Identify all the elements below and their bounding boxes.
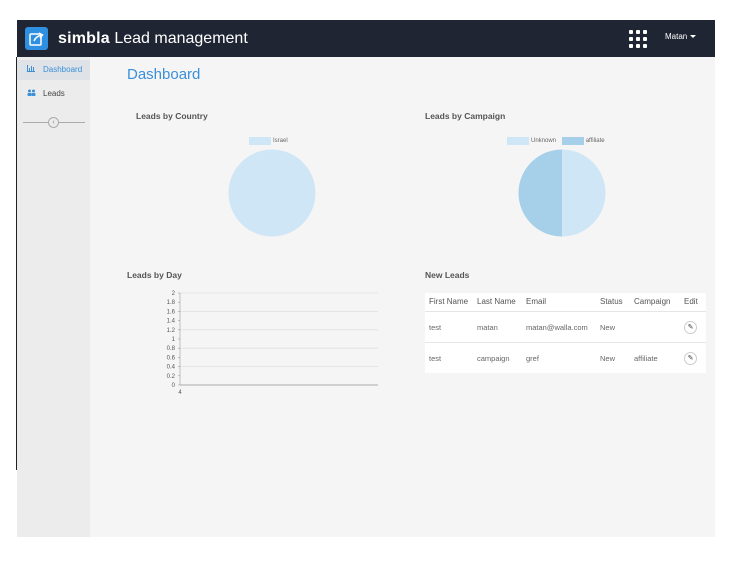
table-row[interactable]: test matan matan@walla.com New ✎ [425,310,706,343]
legend-swatch [507,137,529,145]
y-tick-label: 0.8 [167,346,176,352]
cell-status: New [596,310,630,343]
sidebar-item-label: Leads [43,89,65,98]
cell-last-name: matan [473,310,522,343]
chart-legend: Israel [249,137,288,145]
table-header-row: First Name Last Name Email Status Campai… [425,293,706,312]
main-content: Dashboard Leads by Country Israel Leads … [90,57,715,537]
column-header: Last Name [477,297,516,306]
sidebar-item-label: Dashboard [43,65,83,74]
cell-email: gref [522,342,596,373]
table-row[interactable]: test campaign gref New affiliate ✎ [425,342,706,373]
y-tick-label: 1 [172,337,176,343]
pie-chart-country [228,149,316,237]
line-chart-day: 2 1.8 1.6 1.4 1.2 1 0.8 0.6 0.4 0.2 04 [167,291,378,396]
pie-slice-israel[interactable] [228,149,316,237]
chart-legend: Unknown affiliate [507,137,605,145]
cell-status: New [596,342,630,373]
section-title-day: Leads by Day [127,270,182,280]
column-header: Status [600,297,623,306]
section-title-campaign: Leads by Campaign [425,111,506,121]
cell-first-name: test [425,310,473,343]
bar-chart-icon [27,60,35,80]
cell-edit: ✎ [680,342,706,373]
edit-pencil-icon[interactable]: ✎ [684,351,697,365]
column-header: Campaign [634,297,671,306]
sidebar-border [16,57,17,470]
app-name: Lead management [114,30,248,47]
users-icon [27,84,36,104]
y-tick-label: 0.6 [167,355,176,361]
y-tick-label: 1.6 [167,309,176,315]
cell-campaign: affiliate [630,342,680,373]
column-header: First Name [429,297,469,306]
cell-campaign [630,310,680,343]
new-leads-table: First Name Last Name Email Status Campai… [425,293,706,373]
pie-chart-campaign [518,149,606,237]
user-menu[interactable]: Matan [665,32,697,41]
legend-label: Israel [273,138,288,144]
y-tick-label: 0 [172,383,176,389]
apps-grid-icon[interactable] [629,30,647,48]
page-title: Dashboard [127,66,201,83]
top-navbar: simbla Lead management Matan [17,20,715,57]
cell-first-name: test [425,342,473,373]
cell-last-name: campaign [473,342,522,373]
pie-slice-unknown[interactable] [562,149,606,237]
sidebar-item-leads[interactable]: Leads [17,84,90,104]
y-tick-label: 2 [172,291,176,297]
y-tick-label: 0.2 [167,374,176,380]
section-title-new-leads: New Leads [425,270,470,280]
user-name: Matan [665,32,688,41]
legend-label: affiliate [585,138,605,144]
cell-edit: ✎ [680,310,706,343]
legend-label: Unknown [531,138,557,144]
y-tick-label: 0.4 [167,365,176,371]
column-header: Email [526,297,547,306]
legend-swatch [561,137,584,145]
y-tick-label: 1.4 [167,319,176,325]
sidebar: Dashboard Leads ‹ [17,57,90,537]
cell-email: matan@walla.com [522,310,596,343]
legend-swatch [249,137,271,145]
edit-pencil-icon[interactable]: ✎ [684,320,697,334]
caret-down-icon [690,35,697,39]
y-tick-label: 1.2 [167,328,176,334]
brand-name: simbla [58,30,110,47]
brand-title[interactable]: simbla Lead management [58,29,248,49]
x-tick-label: 4 [178,390,182,396]
sidebar-item-dashboard[interactable]: Dashboard [17,60,90,80]
y-tick-label: 1.8 [167,300,176,306]
app-logo-icon[interactable] [25,27,48,50]
section-title-country: Leads by Country [136,111,208,121]
collapse-sidebar-icon[interactable]: ‹ [48,117,59,128]
pie-slice-affiliate[interactable] [518,149,563,237]
column-header: Edit [684,297,698,306]
